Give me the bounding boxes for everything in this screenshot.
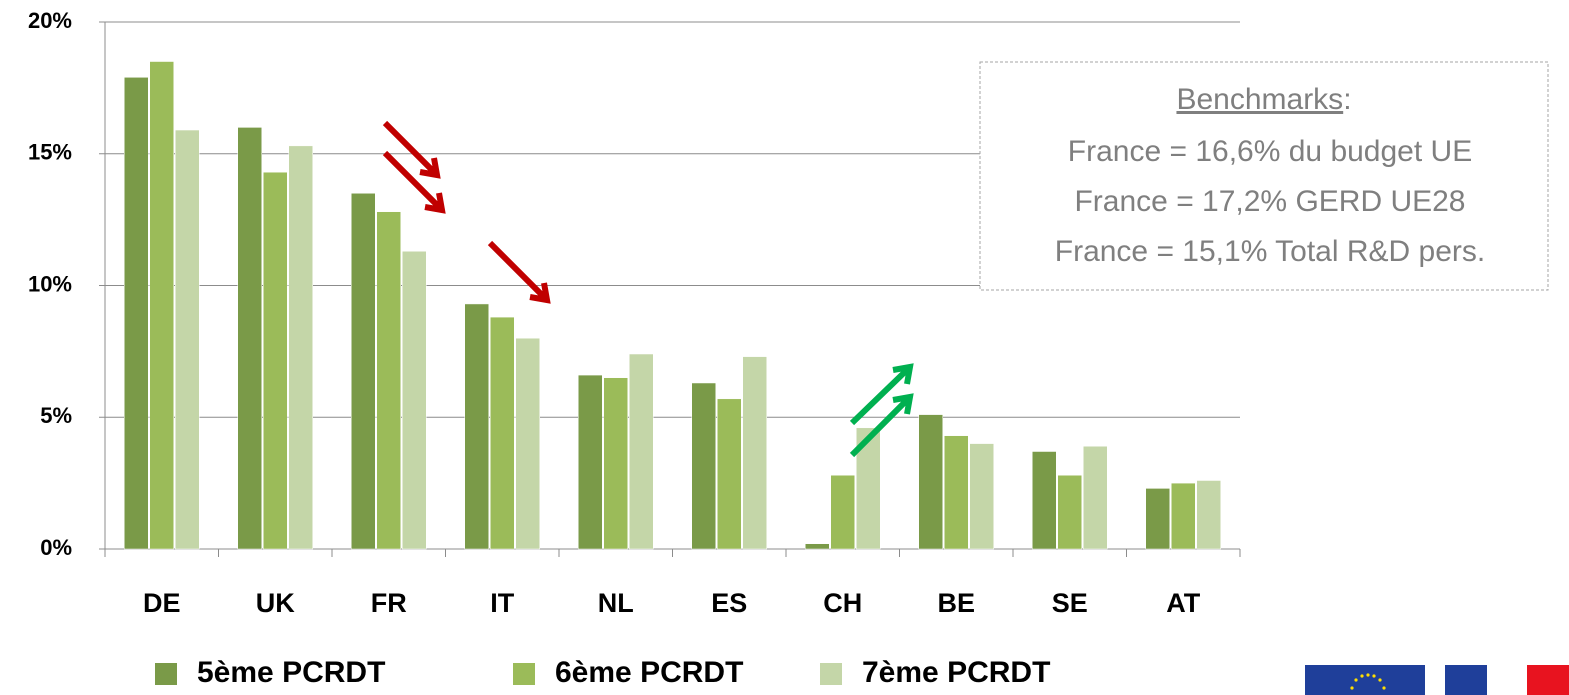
x-tick-label: SE xyxy=(1052,588,1088,618)
bar xyxy=(515,337,540,550)
annotation-title-text: Benchmarks xyxy=(1176,83,1343,116)
bar xyxy=(805,543,830,550)
bar xyxy=(288,145,313,550)
bar xyxy=(149,61,174,550)
x-tick-label: NL xyxy=(598,588,634,618)
up-arrows xyxy=(849,363,914,458)
bar xyxy=(717,398,742,550)
bar xyxy=(402,250,427,550)
annotation-line: France = 15,1% Total R&D pers. xyxy=(1055,235,1486,268)
bar xyxy=(237,127,262,550)
x-tick-label: CH xyxy=(823,588,862,618)
bar xyxy=(742,356,767,550)
down-arrows xyxy=(382,120,551,304)
annotation-box xyxy=(979,61,1549,291)
legend-swatch xyxy=(820,663,842,685)
bar xyxy=(603,377,628,550)
bar xyxy=(1196,480,1221,550)
x-tick-label: DE xyxy=(143,588,181,618)
x-tick-label: UK xyxy=(256,588,295,618)
bar xyxy=(830,474,855,550)
bar xyxy=(1171,482,1196,550)
bar xyxy=(263,171,288,550)
legend-swatch xyxy=(513,663,535,685)
bar xyxy=(124,77,149,550)
y-tick-label: 5% xyxy=(40,403,72,428)
fr-flag-white xyxy=(1487,665,1527,695)
bar xyxy=(351,193,376,550)
x-tick-label: FR xyxy=(371,588,407,618)
x-tick-label: IT xyxy=(490,588,515,618)
annotation-title: Benchmarks: xyxy=(1176,83,1351,116)
bar xyxy=(175,129,200,550)
y-tick-label: 0% xyxy=(40,535,72,560)
fr-flag-red xyxy=(1527,665,1569,695)
legend-swatch xyxy=(155,663,177,685)
legend-label: 6ème PCRDT xyxy=(555,656,743,689)
annotation-line: France = 16,6% du budget UE xyxy=(1068,135,1472,168)
plot: 0% 5% 10% 15% 20% DE UK FR IT NL ES CH BE SE AT 5ème PC… xyxy=(28,8,1241,689)
bar xyxy=(490,316,515,550)
x-tick-label: AT xyxy=(1166,588,1200,618)
x-tick-label: BE xyxy=(937,588,975,618)
bar xyxy=(944,435,969,550)
bar xyxy=(629,353,654,550)
bar xyxy=(969,443,994,550)
bar xyxy=(1057,474,1082,550)
bar xyxy=(578,374,603,550)
annotation-title-suffix: : xyxy=(1343,83,1351,116)
eu-flag xyxy=(1305,665,1425,695)
annotation-line: France = 17,2% GERD UE28 xyxy=(1074,185,1465,218)
y-tick-label: 10% xyxy=(28,271,72,296)
bar xyxy=(691,382,716,550)
bar xyxy=(376,211,401,550)
legend-label: 5ème PCRDT xyxy=(197,656,385,689)
bar xyxy=(918,414,943,550)
bar xyxy=(1145,488,1170,550)
fr-flag-blue xyxy=(1445,665,1487,695)
eu-stars xyxy=(1350,673,1386,690)
legend-label: 7ème PCRDT xyxy=(862,656,1050,689)
bar xyxy=(1083,445,1108,550)
bar xyxy=(464,303,489,550)
bar xyxy=(1032,451,1057,550)
y-tick-label: 15% xyxy=(28,140,72,165)
y-tick-label: 20% xyxy=(28,8,72,33)
x-tick-label: ES xyxy=(711,588,747,618)
